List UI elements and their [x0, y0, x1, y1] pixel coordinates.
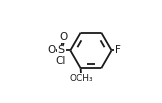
Text: O: O: [59, 32, 68, 42]
Text: F: F: [115, 45, 121, 55]
Text: OCH₃: OCH₃: [69, 74, 93, 83]
Text: S: S: [58, 45, 65, 55]
Text: Cl: Cl: [55, 56, 66, 66]
Text: O: O: [48, 45, 56, 55]
